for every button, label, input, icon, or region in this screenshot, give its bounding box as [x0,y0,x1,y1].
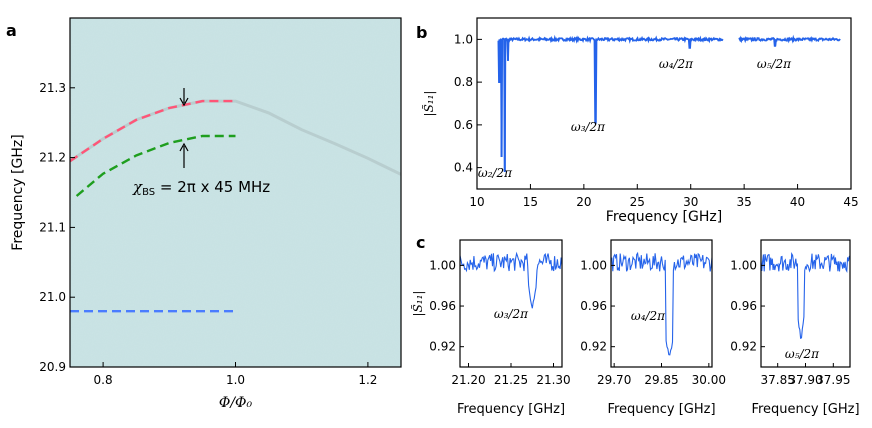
panel-a-xtick-label: 1.0 [226,373,245,387]
panel-c-xtick-label: 29.85 [644,373,678,387]
panel-c-xtick-label: 21.25 [494,373,528,387]
panel-c-xtick-label: 29.70 [597,373,631,387]
panel-c-mode-label: ω₃/2π [494,307,529,321]
panel-a-series-0 [70,99,401,176]
panel-b-xtick-label: 45 [843,195,858,209]
panel-c-series [611,251,712,356]
panel-b-mode-label: ω₂/2π [478,166,513,180]
panel-c: 21.20 21.25 21.30 0.92 0.96 1.00 Frequency [GH… [410,239,860,417]
panel-b-xtick-label: 20 [576,195,591,209]
panel-b-xtick-label: 25 [630,195,645,209]
panel-label-a: a [6,21,17,40]
chi-value: = 2π x 45 MHz [155,178,270,196]
panel-c-xtick-label: 37.95 [816,373,850,387]
panel-c-ytick-label: 0.96 [580,299,607,313]
panel-c-subplot-2: 29.70 29.85 30.00 0.92 0.96 1.00 Frequency [GH… [580,239,726,417]
panel-a-series-2 [75,134,236,197]
panel-a-series-1 [70,99,236,163]
panel-c-series [460,251,562,309]
panel-a-ytick-label: 21.0 [39,290,66,304]
panel-label-b: b [416,23,427,42]
panel-c-ytick-label: 0.92 [580,340,607,354]
panel-c-mode-label: ω₅/2π [785,347,820,361]
panel-c-subplot-1: 21.20 21.25 21.30 0.92 0.96 1.00 Frequency [GH… [410,239,571,417]
panel-b-mode-label: ω₄/2π [659,57,694,71]
panel-c-xtick-label: 37.90 [788,373,822,387]
panel-a-xtick-label: 0.8 [94,373,113,387]
panel-b-xtick-label: 10 [469,195,484,209]
panel-a-ylabel: Frequency [GHz] [10,134,26,250]
arrow-upper-head [179,97,189,107]
panel-c-xlabel: Frequency [GHz] [607,402,715,417]
panel-a-ytick-label: 21.2 [39,151,66,165]
panel-b-mode-label: ω₅/2π [757,57,792,71]
panel-b-ytick-label: 0.4 [454,161,473,175]
panel-b-ytick-label: 1.0 [454,32,473,46]
panel-a-ytick-label: 21.3 [39,81,66,95]
panel-c-xtick-label: 30.00 [692,373,726,387]
panel-a-xlabel: Φ/Φ₀ [219,395,253,411]
panel-a: χBS = 2π x 45 MHz 0.8 1.0 1.2 20.9 21.0 21.1 2… [10,17,402,411]
panel-b-xtick-label: 15 [523,195,538,209]
panel-c-series [761,251,850,339]
panel-c-ytick-label: 1.00 [580,258,607,272]
panel-c-ytick-label: 0.92 [730,340,757,354]
panel-c-ylabel: |S̃₁₁| [410,291,425,317]
panel-b-series-segment-1 [738,34,841,47]
panel-b-xtick-label: 40 [790,195,805,209]
panel-b-xtick-label: 35 [737,195,752,209]
panel-b-ytick-label: 0.6 [454,118,473,132]
panel-c-ytick-label: 1.00 [730,258,757,272]
panel-c-xtick-label: 37.85 [761,373,795,387]
panel-b-xlabel: Frequency [GHz] [606,209,722,225]
panel-c-xtick-label: 21.30 [536,373,570,387]
panel-a-xtick-label: 1.2 [358,373,377,387]
panel-b-frame [476,17,852,190]
heatmap-noise [70,18,401,367]
panel-b-mode-label: ω₃/2π [571,120,606,134]
chi-subscript: BS [142,187,155,198]
panel-b-series-segment-0 [497,34,724,172]
panel-b-ylabel: |S̃₁₁| [421,91,436,117]
panel-c-ytick-label: 0.92 [429,340,456,354]
panel-c-ytick-label: 0.96 [429,299,456,313]
panel-c-xtick-label: 21.20 [451,373,485,387]
panel-a-ytick-label: 21.1 [39,220,66,234]
chi-bs-annotation: χBS = 2π x 45 MHz [132,178,270,198]
panel-b: 10 15 20 25 30 35 40 45 0.4 0.6 0.8 1.0 Frequency [G… [421,17,859,225]
panel-c-mode-label: ω₄/2π [631,309,666,323]
panel-label-c: c [416,233,425,252]
panel-c-xlabel: Frequency [GHz] [457,402,565,417]
chi-symbol: χ [132,178,143,196]
panel-c-xlabel: Frequency [GHz] [751,402,859,417]
panel-b-ytick-label: 0.8 [454,75,473,89]
panel-c-ytick-label: 1.00 [429,258,456,272]
panel-a-ytick-label: 20.9 [39,360,66,374]
arrow-lower-head [179,142,189,152]
panel-c-ytick-label: 0.96 [730,299,757,313]
panel-b-xtick-label: 30 [683,195,698,209]
